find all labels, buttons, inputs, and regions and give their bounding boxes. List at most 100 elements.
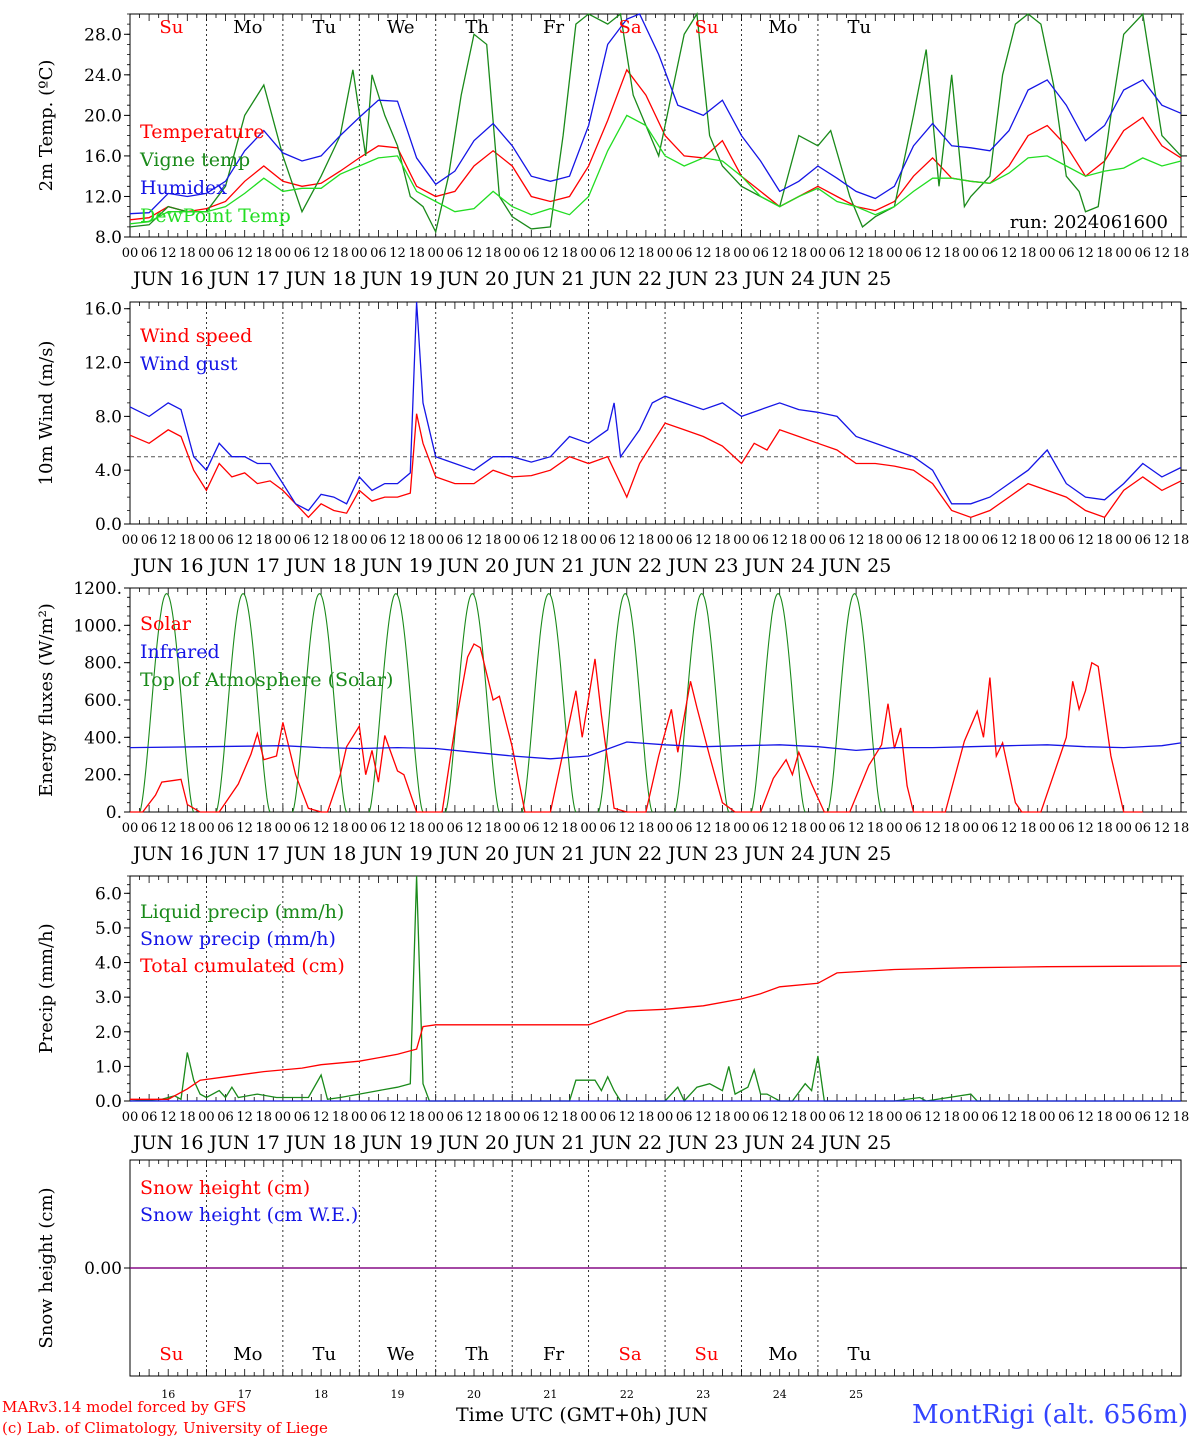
weekday-label: Fr: [543, 17, 564, 38]
hour-tick-label: 06: [1058, 246, 1075, 261]
hour-tick-label: 00: [1115, 821, 1132, 836]
y-tick-label: 4.0: [95, 954, 122, 974]
date-label: JUN 17: [207, 268, 279, 290]
hour-tick-label: 12: [1154, 821, 1171, 836]
date-label: JUN 20: [437, 268, 509, 290]
y-tick-label: 1.0: [95, 1057, 122, 1077]
hour-tick-label: 00: [122, 246, 139, 261]
hour-tick-label: 00: [657, 533, 674, 548]
hour-tick-label: 12: [1077, 821, 1094, 836]
hour-tick-label: 06: [982, 821, 999, 836]
hour-tick-label: 18: [408, 246, 425, 261]
hour-tick-label: 00: [427, 533, 444, 548]
hour-tick-label: 12: [1001, 821, 1018, 836]
hour-tick-label: 12: [619, 821, 636, 836]
date-label: JUN 23: [666, 268, 738, 290]
hour-tick-label: 06: [676, 246, 693, 261]
hour-tick-label: 12: [160, 821, 177, 836]
hour-tick-label: 18: [791, 533, 808, 548]
hour-tick-label: 12: [1077, 1110, 1094, 1125]
series-line-blue: [129, 741, 1182, 760]
hour-tick-label: 06: [676, 1110, 693, 1125]
y-tick-label: 16.0: [84, 147, 122, 167]
hour-tick-label: 00: [810, 1110, 827, 1125]
hour-tick-label: 00: [580, 246, 597, 261]
hour-tick-label: 06: [1058, 533, 1075, 548]
hour-tick-label: 12: [313, 533, 330, 548]
hour-tick-label: 12: [619, 246, 636, 261]
hour-tick-label: 00: [275, 821, 292, 836]
hour-tick-label: 00: [1115, 246, 1132, 261]
hour-tick-label: 12: [771, 821, 788, 836]
station-name: MontRigi (alt. 656m): [912, 1400, 1188, 1430]
hour-tick-label: 12: [466, 246, 483, 261]
weekday-label: Fr: [543, 1344, 564, 1365]
hour-tick-label: 00: [351, 533, 368, 548]
day-number-label: 25: [849, 1388, 863, 1401]
date-label: JUN 22: [590, 268, 662, 290]
y-axis-label: 2m Temp. (ºC): [36, 60, 57, 192]
hour-tick-label: 18: [255, 246, 272, 261]
panel-frame: [129, 587, 1182, 813]
hour-tick-label: 12: [542, 246, 559, 261]
date-label: JUN 22: [590, 1132, 662, 1154]
legend-entry: Wind speed: [140, 325, 252, 347]
y-tick-label: 2.0: [95, 1023, 122, 1043]
hour-tick-label: 18: [714, 1110, 731, 1125]
y-tick-label: 0.0: [95, 515, 122, 535]
y-axis-label: Energy fluxes (W/m²): [36, 603, 57, 797]
date-label: JUN 21: [513, 1132, 585, 1154]
hour-tick-label: 12: [160, 246, 177, 261]
hour-tick-label: 12: [389, 533, 406, 548]
date-label: JUN 18: [284, 843, 356, 865]
hour-tick-label: 18: [561, 1110, 578, 1125]
hour-tick-label: 18: [943, 1110, 960, 1125]
time-ticks: [129, 14, 1182, 237]
hour-tick-label: 06: [752, 533, 769, 548]
hour-tick-label: 00: [1039, 1110, 1056, 1125]
hour-tick-label: 00: [198, 1110, 215, 1125]
hour-tick-label: 06: [141, 821, 158, 836]
hour-tick-label: 00: [1115, 1110, 1132, 1125]
y-tick-label: 8.0: [95, 407, 122, 427]
date-label: JUN 16: [131, 1132, 203, 1154]
hour-tick-label: 06: [982, 246, 999, 261]
date-label: JUN 19: [360, 268, 432, 290]
hour-tick-label: 00: [657, 821, 674, 836]
hour-tick-label: 06: [217, 821, 234, 836]
weekday-label: Tu: [848, 17, 872, 38]
hour-tick-label: 06: [752, 246, 769, 261]
hour-tick-label: 12: [771, 1110, 788, 1125]
hour-tick-label: 18: [561, 246, 578, 261]
hour-tick-label: 12: [619, 1110, 636, 1125]
hour-tick-label: 06: [141, 533, 158, 548]
hour-tick-label: 06: [294, 821, 311, 836]
hour-tick-label: 00: [580, 1110, 597, 1125]
date-label: JUN 24: [742, 843, 814, 865]
legend-entry: Liquid precip (mm/h): [140, 901, 344, 923]
hour-tick-label: 18: [485, 1110, 502, 1125]
run-annotation: run: 2024061600: [1010, 212, 1168, 233]
hour-tick-label: 12: [695, 1110, 712, 1125]
date-label: JUN 23: [666, 555, 738, 577]
y-tick-label: 4.0: [95, 461, 122, 481]
hour-tick-label: 06: [217, 1110, 234, 1125]
day-number-label: 18: [314, 1388, 328, 1401]
day-number-label: 24: [773, 1388, 787, 1401]
y-tick-label: 6.0: [95, 884, 122, 904]
hour-tick-label: 12: [236, 821, 253, 836]
date-label: JUN 25: [819, 555, 891, 577]
time-ticks: [129, 1160, 1182, 1376]
hour-tick-label: 06: [829, 1110, 846, 1125]
hour-tick-label: 12: [542, 533, 559, 548]
hour-tick-label: 00: [733, 246, 750, 261]
hour-tick-label: 12: [160, 1110, 177, 1125]
hour-tick-label: 18: [791, 821, 808, 836]
hour-tick-label: 06: [599, 821, 616, 836]
hour-tick-label: 18: [1020, 246, 1037, 261]
day-number-label: 17: [238, 1388, 252, 1401]
y-minor-ticks: [127, 875, 1184, 1102]
y-tick-label: 800.: [84, 654, 122, 674]
date-label: JUN 25: [819, 268, 891, 290]
hour-tick-label: 00: [351, 246, 368, 261]
